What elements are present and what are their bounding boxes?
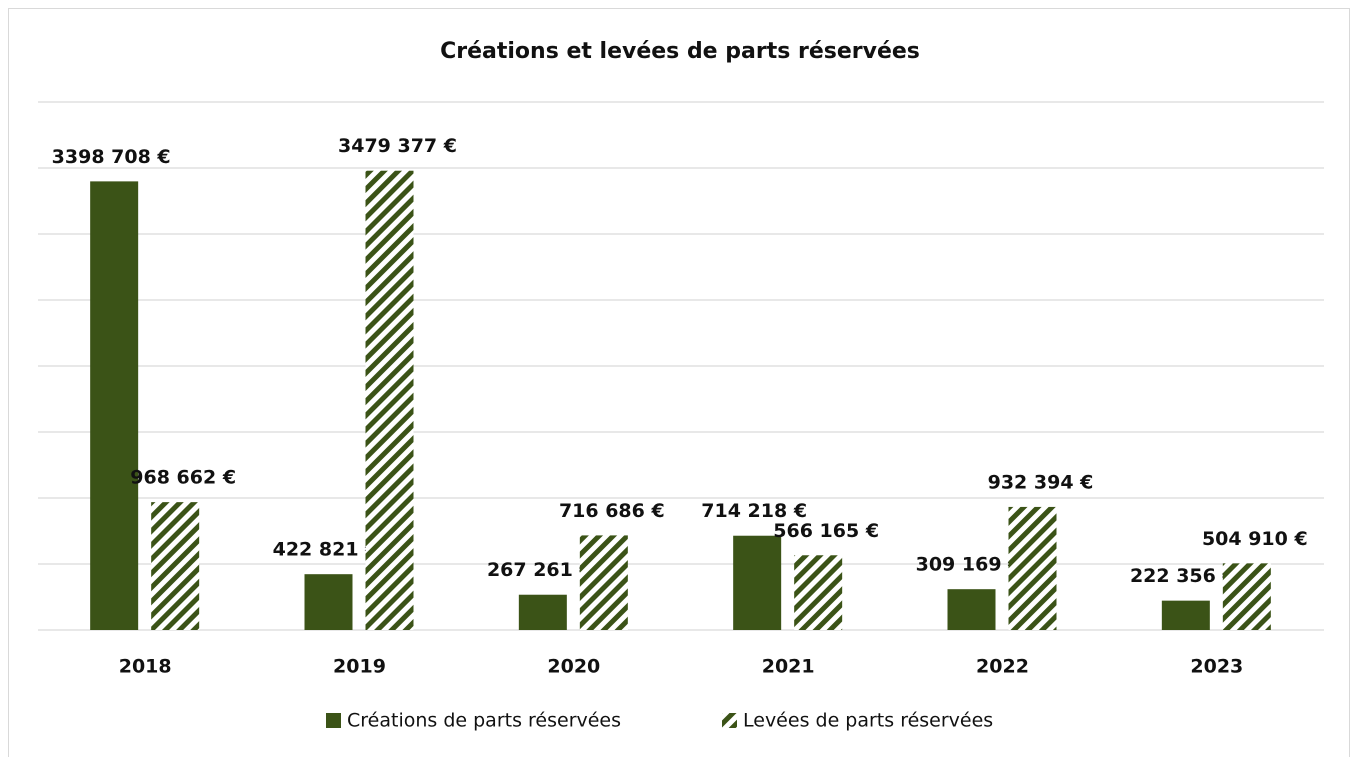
legend-label: Créations de parts réservées	[347, 710, 621, 732]
data-label: 309 169 €	[916, 554, 1022, 576]
bar	[1161, 600, 1210, 630]
legend-swatch	[722, 713, 737, 728]
bar	[365, 170, 414, 630]
data-label: 3479 377 €	[338, 135, 457, 157]
x-tick-label: 2023	[1190, 656, 1243, 678]
x-tick-label: 2018	[119, 656, 172, 678]
data-label: 714 218 €	[701, 500, 807, 522]
bar	[733, 535, 782, 630]
legend-label: Levées de parts réservées	[743, 710, 993, 732]
legend-swatch	[326, 713, 341, 728]
bar	[151, 502, 200, 630]
bar	[90, 181, 139, 630]
bar	[1008, 506, 1057, 630]
chart-frame	[8, 8, 1350, 757]
bar	[579, 535, 628, 630]
data-label: 566 165 €	[773, 520, 879, 542]
x-tick-label: 2022	[976, 656, 1029, 678]
data-label: 267 261 €	[487, 559, 593, 581]
data-label: 504 910 €	[1202, 528, 1308, 550]
bar	[1222, 563, 1271, 630]
data-label: 222 356 €	[1130, 565, 1236, 587]
data-label: 932 394 €	[988, 471, 1094, 493]
bar	[518, 594, 567, 630]
x-tick-label: 2019	[333, 656, 386, 678]
data-label: 3398 708 €	[52, 146, 171, 168]
bar	[794, 555, 843, 630]
chart-title: Créations et levées de parts réservées	[440, 39, 920, 64]
data-label: 968 662 €	[130, 467, 236, 489]
bar	[304, 574, 353, 630]
x-tick-label: 2021	[762, 656, 815, 678]
data-label: 422 821 €	[273, 539, 379, 561]
bar	[947, 589, 996, 630]
data-label: 716 686 €	[559, 500, 665, 522]
x-tick-label: 2020	[547, 656, 600, 678]
